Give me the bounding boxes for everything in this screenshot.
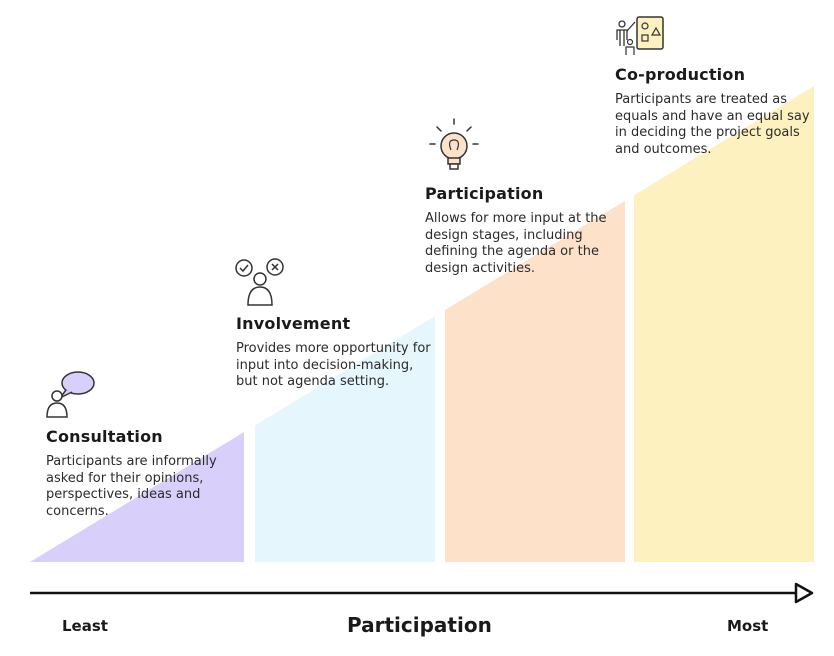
- axis-title: Participation: [347, 613, 492, 637]
- axis-end-label: Most: [727, 617, 769, 635]
- stage-title: Participation: [425, 184, 544, 203]
- axis-start-label: Least: [62, 617, 108, 635]
- stage-co-production: Co-production Participants are treated a…: [615, 65, 810, 158]
- stage-band-involvement: [255, 86, 435, 562]
- people-board-icon: [616, 16, 664, 55]
- stage-description: Allows for more input at the design stag…: [425, 211, 607, 276]
- stage-participation: Participation Allows for more input at t…: [425, 184, 610, 277]
- stage-consultation: Consultation Participants are informally…: [46, 427, 241, 520]
- stage-description: Provides more opportunity for input into…: [236, 341, 431, 389]
- stage-band-participation: [445, 86, 625, 562]
- stage-involvement: Involvement Provides more opportunity fo…: [236, 314, 431, 391]
- stage-title: Consultation: [46, 427, 163, 446]
- stage-title: Involvement: [236, 314, 351, 333]
- person-approve-reject-icon: [235, 258, 284, 306]
- lightbulb-icon: [429, 118, 479, 170]
- axis-arrowhead-icon: [794, 582, 814, 604]
- speech-bubble-person-icon: [46, 371, 95, 418]
- stage-description: Participants are informally asked for th…: [46, 454, 217, 519]
- stage-title: Co-production: [615, 65, 746, 84]
- stage-description: Participants are treated as equals and h…: [615, 92, 810, 157]
